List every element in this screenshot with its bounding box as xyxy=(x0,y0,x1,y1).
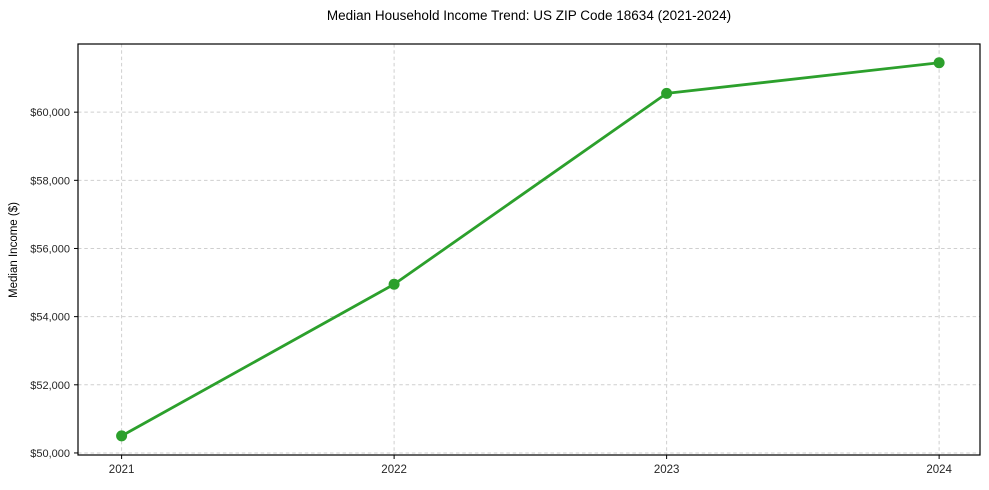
x-tick-label: 2021 xyxy=(109,464,135,476)
y-tick-label: $56,000 xyxy=(30,243,70,255)
data-point-2022 xyxy=(388,278,400,290)
trend-line xyxy=(120,61,941,438)
data-point-2023 xyxy=(661,87,673,99)
chart-title: Median Household Income Trend: US ZIP Co… xyxy=(326,8,732,23)
x-tick-label: 2024 xyxy=(926,464,952,476)
y-tick-label: $58,000 xyxy=(30,175,70,187)
data-point-2021 xyxy=(116,430,128,442)
y-tick-label: $50,000 xyxy=(30,448,70,460)
y-tick-label: $54,000 xyxy=(30,312,70,324)
axes-box xyxy=(77,43,981,456)
y-tick-label: $52,000 xyxy=(30,380,70,392)
data-point-2024 xyxy=(933,57,945,69)
x-tick-label: 2022 xyxy=(381,464,407,476)
plot-background xyxy=(78,44,980,455)
y-tick-label: $60,000 xyxy=(30,107,70,119)
x-tick-label: 2023 xyxy=(654,464,680,476)
